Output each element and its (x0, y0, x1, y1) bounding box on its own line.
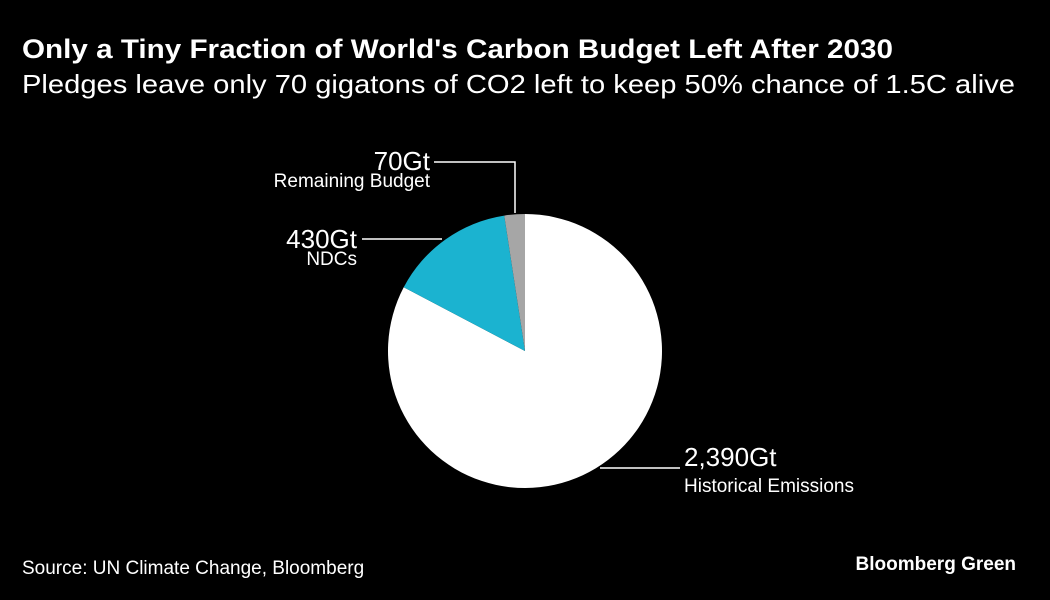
data-label-historical-value: 2,390Gt (684, 442, 777, 472)
data-label-historical-name: Historical Emissions (684, 476, 854, 497)
pie-slices (387, 214, 662, 488)
pie-slice-historical-emissions (387, 214, 662, 488)
pie-slice-remaining-budget (504, 214, 525, 351)
leader-line-remaining (434, 161, 516, 213)
data-label-remaining-name: Remaining Budget (274, 171, 431, 192)
chart-subtitle: Pledges leave only 70 gigatons of CO2 le… (22, 69, 1015, 99)
data-label-remaining-value: 70Gt (374, 146, 431, 176)
data-label-ndcs-value: 430Gt (286, 224, 358, 254)
brand-logo: Bloomberg Green (856, 554, 1016, 575)
source-note: Source: UN Climate Change, Bloomberg (22, 558, 364, 579)
data-label-ndcs-name: NDCs (306, 249, 357, 270)
chart-title: Only a Tiny Fraction of World's Carbon B… (22, 34, 893, 64)
pie-slice-ndcs (403, 215, 525, 351)
